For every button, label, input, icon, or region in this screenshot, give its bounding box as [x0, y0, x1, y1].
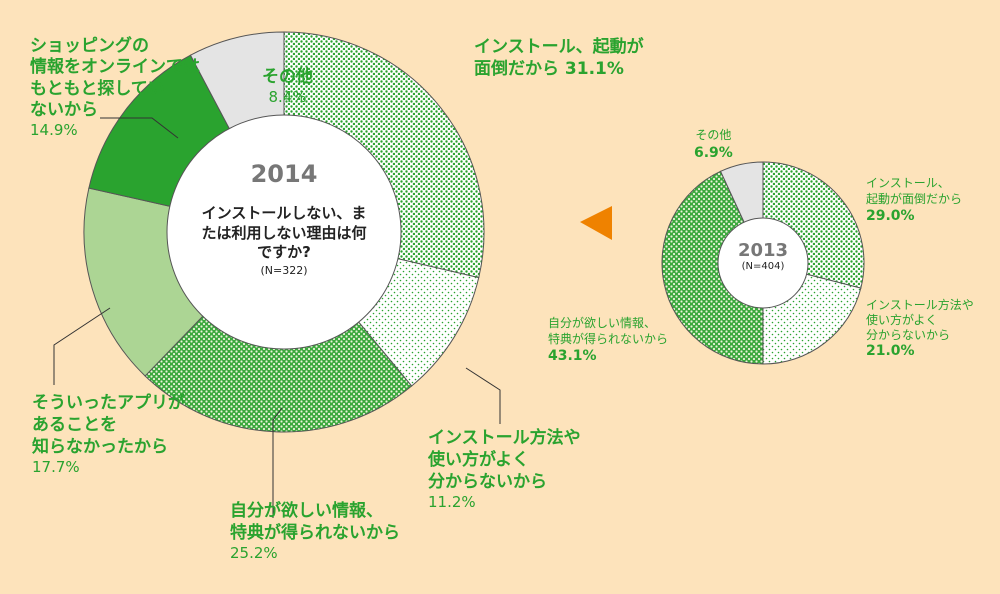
label-2014-other: その他 8.4%	[262, 67, 313, 107]
donut-2013-slice-2	[661, 170, 764, 365]
label-2013-other: その他 6.9%	[694, 128, 733, 161]
donut-2013-year: 2013	[737, 240, 789, 261]
leader-line-online	[100, 117, 179, 139]
leader-lines	[53, 117, 501, 518]
label-2013-tedious: インストール、 起動が面倒だから 29.0%	[866, 176, 963, 225]
label-2013-info: 自分が欲しい情報、 特典が得られないから 43.1%	[548, 316, 669, 365]
label-2014-app-unknown: そういったアプリが あることを 知らなかったから 17.7%	[32, 393, 185, 477]
leader-line-info	[272, 407, 283, 518]
label-2013-method: インストール方法や 使い方がよく 分からないから 21.0%	[866, 298, 974, 359]
donut-2013-center: 2013 (N=404)	[723, 240, 803, 272]
donut-2013-hole	[717, 217, 809, 309]
leader-line-app	[53, 307, 111, 385]
label-2014-online-shopping: ショッピングの 情報をオンラインでは もともと探してい ないから 14.9%	[30, 36, 200, 139]
donut-2014-n: (N=322)	[260, 263, 308, 277]
donut-2014-question: インストールしない、または利用しない理由は何ですか?	[201, 204, 367, 261]
compare-arrow-icon	[580, 206, 612, 240]
donut-2014-year: 2014	[250, 160, 318, 188]
label-2014-method: インストール方法や 使い方がよく 分からないから 11.2%	[428, 428, 581, 512]
label-2014-info: 自分が欲しい情報、 特典が得られないから 25.2%	[230, 501, 400, 563]
donut-2013-n: (N=404)	[741, 261, 785, 272]
label-2014-tedious: インストール、起動が 面倒だから 31.1%	[474, 37, 644, 80]
donut-2014-hole	[166, 114, 402, 350]
leader-line-method	[465, 367, 501, 424]
donut-2014-center: 2014 インストールしない、または利用しない理由は何ですか? (N=322)	[194, 160, 374, 277]
